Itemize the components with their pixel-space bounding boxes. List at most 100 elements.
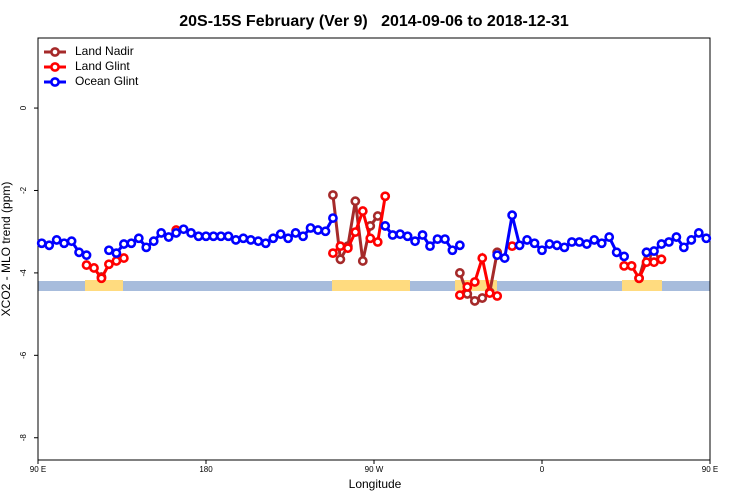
land-strip — [85, 280, 123, 291]
data-point — [186, 228, 196, 238]
data-point — [559, 242, 570, 253]
data-point — [111, 248, 122, 259]
legend-label: Ocean Glint — [75, 74, 139, 88]
x-tick-label: 90 E — [30, 465, 46, 474]
data-point — [492, 250, 503, 261]
data-point — [492, 291, 503, 301]
data-point — [649, 246, 659, 256]
data-point — [410, 236, 420, 247]
data-point — [380, 191, 391, 202]
data-point — [626, 260, 637, 271]
data-point — [656, 254, 667, 265]
data-point — [537, 245, 547, 256]
land-strip — [622, 280, 662, 291]
legend-marker — [50, 47, 60, 57]
legend-marker — [50, 77, 60, 87]
data-point — [499, 253, 510, 263]
data-point — [649, 257, 659, 268]
data-point — [357, 206, 368, 216]
data-point — [544, 239, 555, 249]
data-point — [328, 190, 338, 200]
data-point — [634, 273, 644, 284]
data-point — [380, 221, 391, 231]
data-point — [574, 237, 585, 247]
data-point — [440, 234, 450, 245]
data-point — [313, 225, 323, 235]
data-point — [596, 238, 607, 249]
data-point — [611, 247, 622, 258]
data-point — [66, 236, 77, 247]
data-point — [357, 256, 368, 266]
data-point — [447, 245, 458, 256]
data-point — [275, 229, 286, 240]
data-point — [641, 257, 652, 268]
data-point — [104, 259, 114, 270]
x-tick-label: 0 — [540, 465, 545, 474]
data-point — [552, 240, 562, 251]
data-point — [417, 230, 428, 240]
data-point — [641, 247, 652, 258]
land-strip — [332, 280, 410, 291]
data-point — [320, 226, 331, 237]
data-point — [59, 238, 70, 249]
data-point — [178, 224, 189, 235]
data-point — [51, 235, 62, 245]
data-point — [671, 232, 682, 242]
data-point — [328, 248, 338, 259]
data-point — [111, 256, 122, 266]
data-point — [305, 223, 316, 233]
data-point — [454, 290, 465, 301]
series-line — [85, 196, 663, 298]
data-point — [283, 233, 294, 244]
data-point — [193, 231, 204, 242]
data-point — [260, 238, 271, 249]
data-point — [298, 231, 308, 242]
data-point — [104, 245, 114, 256]
data-point — [686, 235, 697, 245]
data-point — [581, 239, 592, 249]
data-point — [693, 228, 704, 238]
x-tick-label: 90 E — [702, 465, 718, 474]
data-point — [619, 260, 630, 271]
data-point — [619, 251, 630, 262]
data-point — [81, 250, 92, 261]
data-point — [484, 288, 495, 298]
data-point — [589, 235, 600, 245]
data-point — [238, 233, 249, 244]
data-point — [425, 241, 435, 252]
legend-marker — [50, 62, 60, 72]
data-point — [566, 237, 577, 247]
data-point — [223, 231, 234, 242]
data-point — [163, 232, 174, 242]
data-point — [230, 235, 241, 245]
data-point — [454, 240, 465, 251]
data-point — [290, 228, 301, 238]
data-point — [118, 239, 129, 249]
data-point — [328, 213, 338, 223]
data-point — [36, 238, 47, 249]
data-point — [148, 236, 159, 247]
data-point — [253, 236, 264, 247]
data-point — [604, 232, 615, 242]
y-tick-label: 0 — [19, 105, 28, 110]
data-point — [656, 239, 667, 249]
x-tick-label: 180 — [199, 465, 213, 474]
plot: 90 E 180 90 W 0 90 E 0 -2 -4 -6 -8 Land NadirLand … — [19, 37, 718, 474]
data-point — [522, 235, 532, 245]
data-point — [402, 231, 413, 242]
data-point — [156, 228, 167, 238]
data-point — [118, 253, 129, 263]
data-point — [89, 263, 99, 273]
chart-title: 20S-15S February (Ver 9) 2014-09-06 to 2… — [179, 13, 569, 30]
data-point — [216, 231, 226, 242]
data-point — [477, 253, 488, 263]
data-point — [387, 230, 398, 240]
data-point — [507, 210, 518, 221]
data-point — [208, 231, 219, 242]
data-point — [395, 229, 406, 240]
data-point — [133, 233, 144, 244]
data-point — [350, 227, 361, 238]
y-tick-label: -2 — [19, 186, 28, 194]
